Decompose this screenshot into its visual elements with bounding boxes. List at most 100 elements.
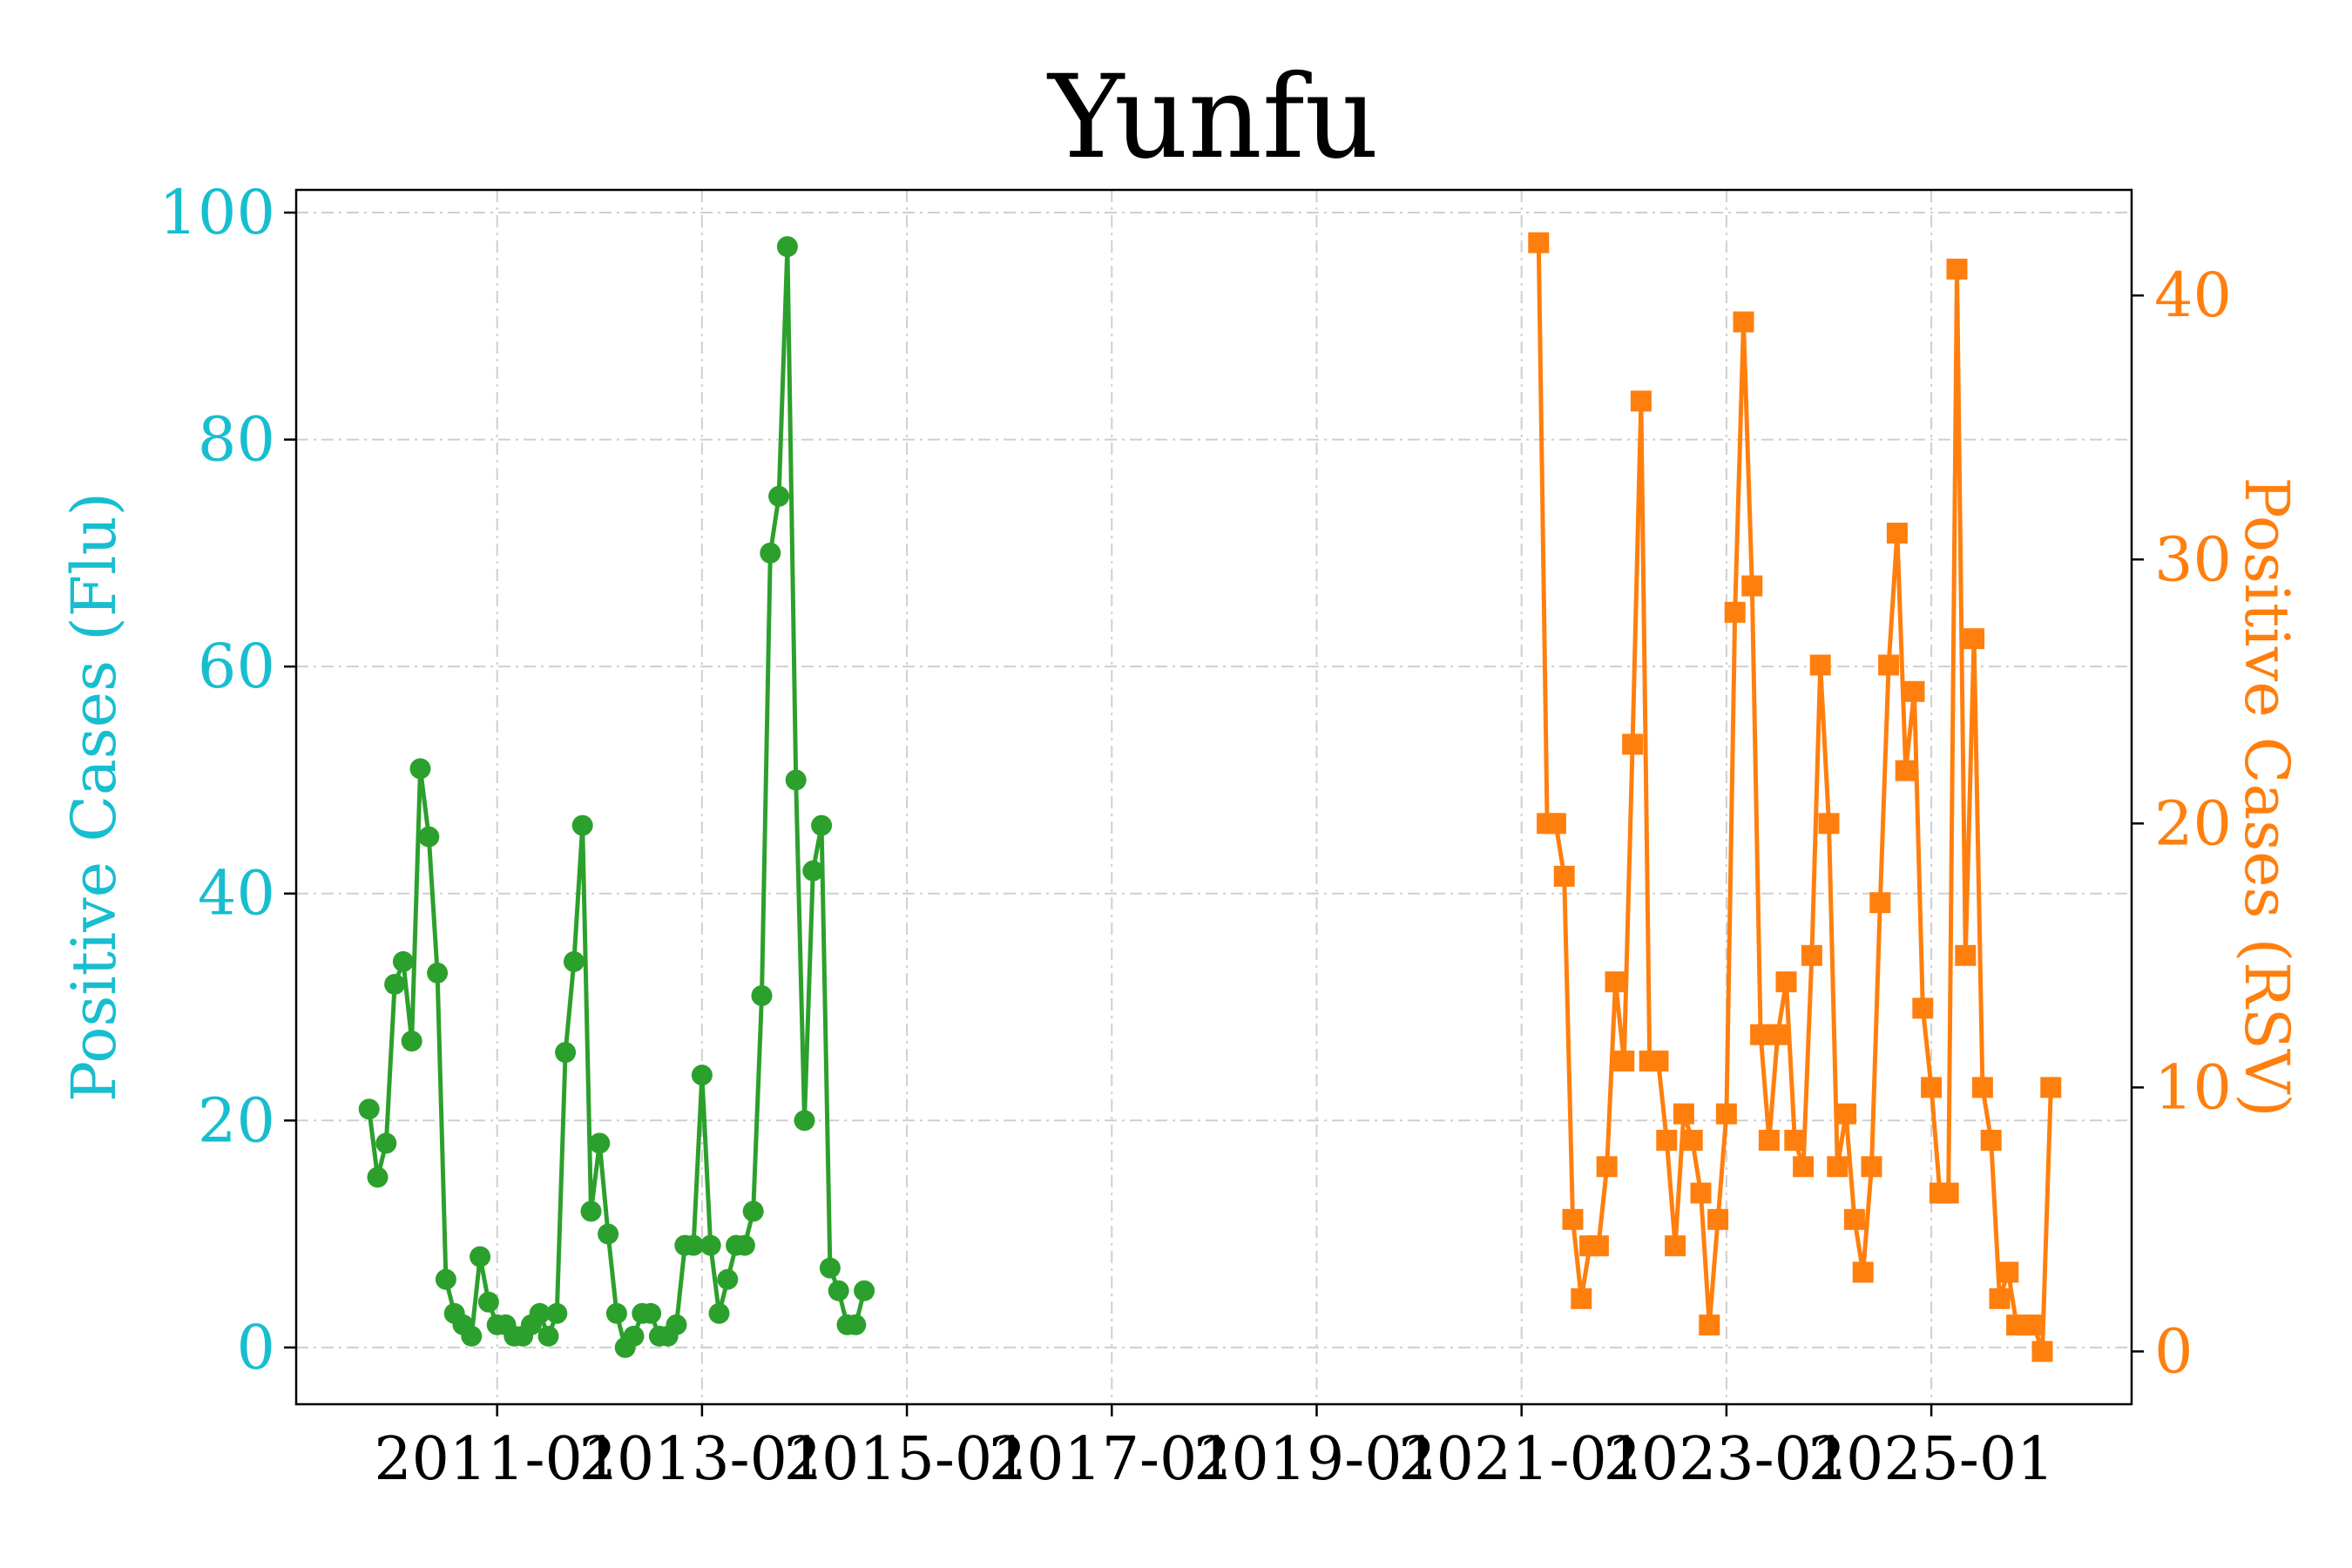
data-point-rsv: [1715, 1103, 1737, 1125]
data-point-flu: [477, 1291, 499, 1313]
data-point-flu: [666, 1314, 687, 1335]
data-point-rsv: [1681, 1129, 1703, 1151]
data-point-flu: [537, 1325, 559, 1347]
data-point-flu: [776, 236, 798, 258]
data-point-flu: [418, 826, 440, 848]
data-point-rsv: [1647, 1051, 1669, 1072]
data-point-flu: [589, 1132, 611, 1154]
chart-title: Yunfu: [1046, 51, 1379, 185]
data-point-flu: [691, 1064, 713, 1086]
series-layer: [358, 232, 2062, 1362]
data-point-flu: [768, 485, 790, 507]
data-point-rsv: [1741, 575, 1763, 597]
data-point-rsv: [1553, 865, 1575, 887]
data-point-rsv: [1528, 232, 1550, 253]
data-point-rsv: [1980, 1129, 2002, 1151]
y-right-tick-label: 0: [2154, 1315, 2193, 1387]
data-point-rsv: [1630, 390, 1652, 412]
data-point-flu: [401, 1031, 422, 1052]
data-point-rsv: [1886, 522, 1908, 544]
data-point-flu: [819, 1257, 841, 1279]
data-point-flu: [546, 1302, 568, 1324]
data-point-rsv: [1835, 1103, 1857, 1125]
data-point-flu: [470, 1246, 491, 1267]
data-point-flu: [358, 1098, 380, 1120]
series-line-flu: [367, 244, 867, 1350]
y-left-tick-label: 100: [159, 177, 275, 248]
data-point-rsv: [1818, 813, 1840, 835]
data-point-rsv: [1843, 1208, 1865, 1230]
y-left-tick-label: 40: [198, 858, 275, 929]
data-point-rsv: [1869, 892, 1891, 914]
y-axis-label-right: Positive Cases (RSV): [2231, 476, 2302, 1117]
data-point-rsv: [1587, 1235, 1609, 1257]
data-point-rsv: [1903, 680, 1925, 702]
y-right-tick-label: 30: [2154, 524, 2232, 595]
data-point-flu: [392, 950, 414, 972]
y-right-tick-label: 20: [2154, 787, 2232, 859]
y-left-tick-label: 20: [198, 1085, 275, 1156]
data-point-flu: [717, 1268, 739, 1290]
data-point-rsv: [2023, 1315, 2044, 1336]
data-point-flu: [529, 1302, 551, 1324]
data-point-rsv: [1775, 971, 1797, 993]
data-point-flu: [598, 1223, 619, 1245]
data-point-rsv: [1921, 1077, 1943, 1098]
data-point-rsv: [1878, 654, 1900, 676]
data-point-rsv: [1596, 1156, 1618, 1178]
data-point-flu: [427, 962, 449, 983]
data-point-rsv: [1997, 1261, 2019, 1283]
data-point-rsv: [1622, 733, 1644, 755]
data-point-rsv: [2040, 1077, 2062, 1098]
data-point-rsv: [2031, 1341, 2053, 1362]
data-point-rsv: [1733, 311, 1754, 333]
data-point-rsv: [1971, 1077, 1993, 1098]
data-point-flu: [409, 758, 431, 780]
data-point-flu: [640, 1302, 662, 1324]
data-point-rsv: [1989, 1288, 2011, 1309]
x-tick-label: 2019-01: [1193, 1425, 1440, 1494]
x-tick-label: 2013-01: [579, 1425, 826, 1494]
data-point-rsv: [1707, 1208, 1729, 1230]
data-point-rsv: [1673, 1103, 1694, 1125]
data-point-flu: [708, 1302, 730, 1324]
data-point-rsv: [1544, 813, 1566, 835]
data-point-rsv: [1801, 944, 1822, 966]
data-point-rsv: [1699, 1315, 1720, 1336]
data-point-flu: [571, 814, 593, 836]
data-point-flu: [760, 542, 781, 564]
data-point-rsv: [1665, 1235, 1686, 1257]
data-point-flu: [785, 769, 807, 791]
data-point-rsv: [1809, 654, 1831, 676]
data-point-rsv: [1767, 1024, 1788, 1045]
series-line-rsv: [1536, 242, 2053, 1354]
data-point-flu: [435, 1268, 456, 1290]
x-tick-label: 2017-01: [989, 1425, 1235, 1494]
data-point-flu: [367, 1166, 389, 1188]
plot-frame: [294, 188, 2133, 1406]
data-point-flu: [751, 984, 773, 1006]
data-point-flu: [794, 1110, 815, 1132]
data-point-rsv: [1613, 1051, 1635, 1072]
data-point-flu: [555, 1042, 577, 1064]
data-point-flu: [845, 1314, 867, 1335]
data-point-rsv: [1758, 1129, 1780, 1151]
x-tick-label: 2011-01: [374, 1425, 620, 1494]
y-right-tick-label: 40: [2154, 260, 2232, 331]
data-point-flu: [375, 1132, 397, 1154]
data-point-flu: [802, 860, 824, 882]
data-point-rsv: [1827, 1156, 1848, 1178]
data-point-rsv: [1955, 944, 1977, 966]
data-point-flu: [683, 1234, 705, 1256]
data-point-rsv: [1852, 1261, 1874, 1283]
y-left-tick-label: 0: [236, 1312, 275, 1383]
data-point-rsv: [1861, 1156, 1882, 1178]
tick-layer: 2011-012013-012015-012017-012019-012021-…: [159, 177, 2232, 1494]
data-point-rsv: [1793, 1156, 1815, 1178]
data-point-flu: [854, 1280, 875, 1301]
y-left-tick-label: 80: [198, 404, 275, 476]
data-point-flu: [828, 1280, 849, 1301]
data-point-rsv: [1895, 760, 1916, 781]
data-point-flu: [580, 1200, 602, 1222]
